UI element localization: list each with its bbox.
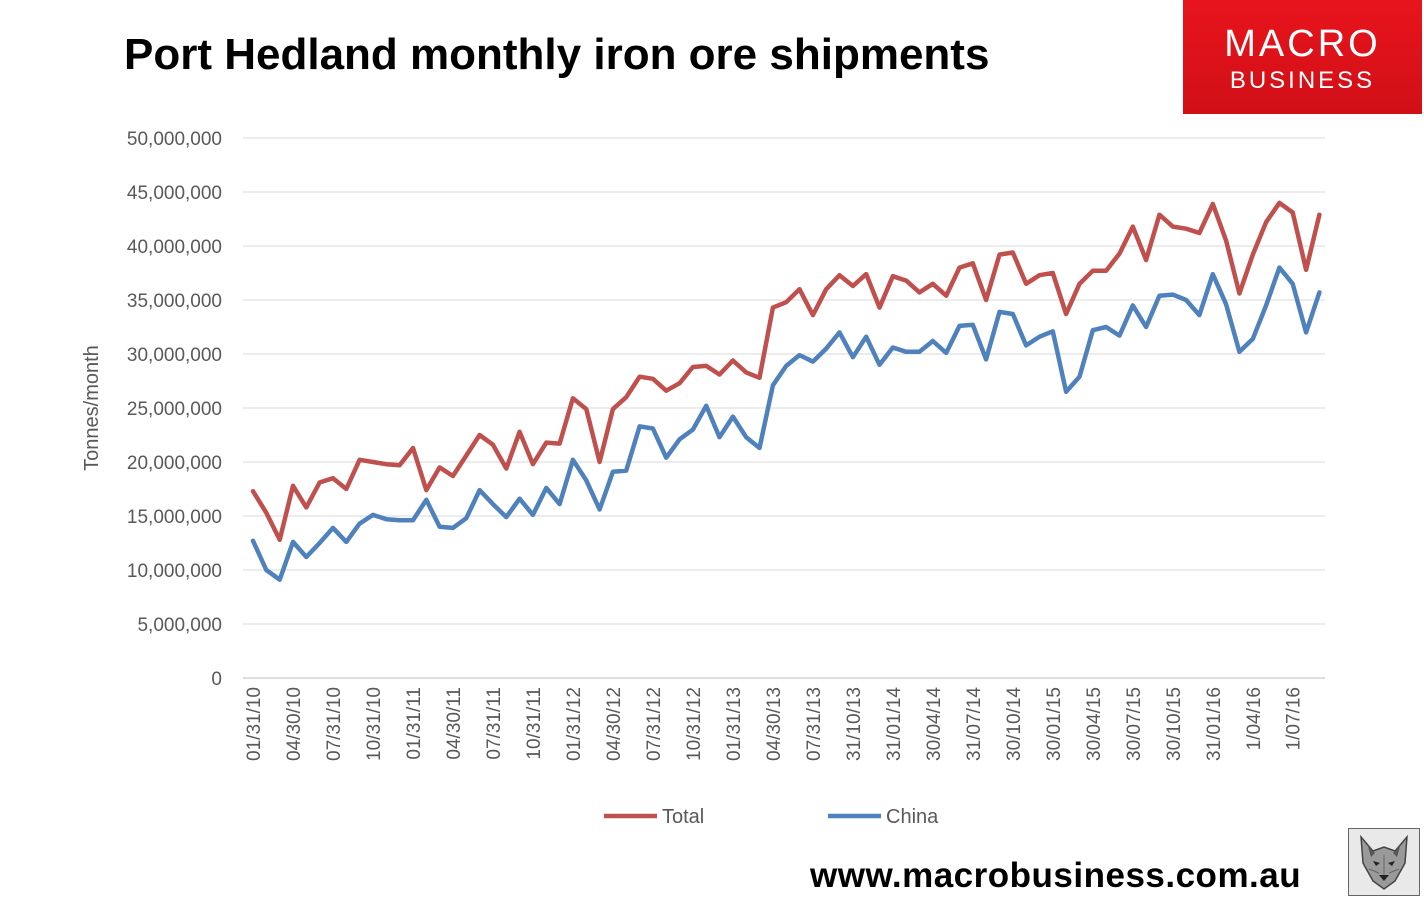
y-tick-label: 10,000,000: [127, 561, 222, 582]
y-tick-label: 40,000,000: [127, 237, 222, 258]
x-tick-label: 1/04/16: [1244, 687, 1265, 750]
y-tick-label: 5,000,000: [137, 615, 222, 636]
x-tick-label: 10/31/12: [684, 687, 705, 761]
x-tick-label: 31/07/14: [964, 687, 985, 761]
x-tick-label: 07/31/12: [644, 687, 665, 761]
chart-title: Port Hedland monthly iron ore shipments: [124, 30, 990, 79]
x-tick-label: 04/30/11: [444, 687, 465, 760]
x-tick-label: 30/10/15: [1164, 687, 1185, 761]
x-tick-label: 01/31/12: [564, 687, 585, 761]
logo-line-2: BUSINESS: [1229, 67, 1376, 94]
x-tick-label: 04/30/10: [284, 687, 305, 761]
x-tick-label: 07/31/11: [484, 687, 505, 760]
macrobusiness-logo[interactable]: MACRO BUSINESS: [1183, 0, 1422, 114]
wolf-mascot-icon: [1348, 828, 1420, 896]
x-tick-label: 10/31/11: [524, 687, 545, 760]
logo-line-1: MACRO: [1224, 23, 1381, 65]
x-tick-label: 04/30/12: [604, 687, 625, 761]
legend-label: Total: [662, 806, 704, 828]
x-tick-label: 30/01/15: [1044, 687, 1065, 761]
x-tick-label: 07/31/13: [804, 687, 825, 761]
website-url[interactable]: www.macrobusiness.com.au: [810, 856, 1302, 895]
legend-item-total[interactable]: Total: [604, 806, 704, 828]
x-tick-label: 31/01/16: [1204, 687, 1225, 761]
y-tick-label: 30,000,000: [127, 345, 222, 366]
legend-item-china[interactable]: China: [828, 806, 939, 828]
y-tick-label: 0: [211, 669, 222, 690]
x-tick-label: 31/01/14: [884, 687, 905, 761]
x-tick-label: 1/07/16: [1284, 687, 1305, 750]
x-tick-label: 10/31/10: [364, 687, 385, 761]
y-axis-label: Tonnes/month: [81, 345, 103, 471]
x-tick-label: 30/04/14: [924, 687, 945, 761]
legend-label: China: [886, 806, 939, 828]
x-tick-label: 30/10/14: [1004, 687, 1025, 761]
y-tick-label: 20,000,000: [127, 453, 222, 474]
x-tick-label: 01/31/11: [404, 687, 425, 760]
x-tick-label: 30/07/15: [1124, 687, 1145, 761]
x-tick-label: 07/31/10: [324, 687, 345, 761]
y-tick-label: 15,000,000: [127, 507, 222, 528]
x-tick-label: 01/31/13: [724, 687, 745, 761]
x-tick-label: 30/04/15: [1084, 687, 1105, 761]
series-line-china: [250, 265, 1322, 582]
series-line-total: [250, 200, 1322, 543]
y-tick-label: 35,000,000: [127, 291, 222, 312]
x-tick-label: 01/31/10: [244, 687, 265, 761]
y-tick-label: 45,000,000: [127, 183, 222, 204]
x-tick-label: 04/30/13: [764, 687, 785, 761]
y-tick-label: 25,000,000: [127, 399, 222, 420]
x-tick-label: 31/10/13: [844, 687, 865, 761]
y-tick-label: 50,000,000: [127, 129, 222, 150]
